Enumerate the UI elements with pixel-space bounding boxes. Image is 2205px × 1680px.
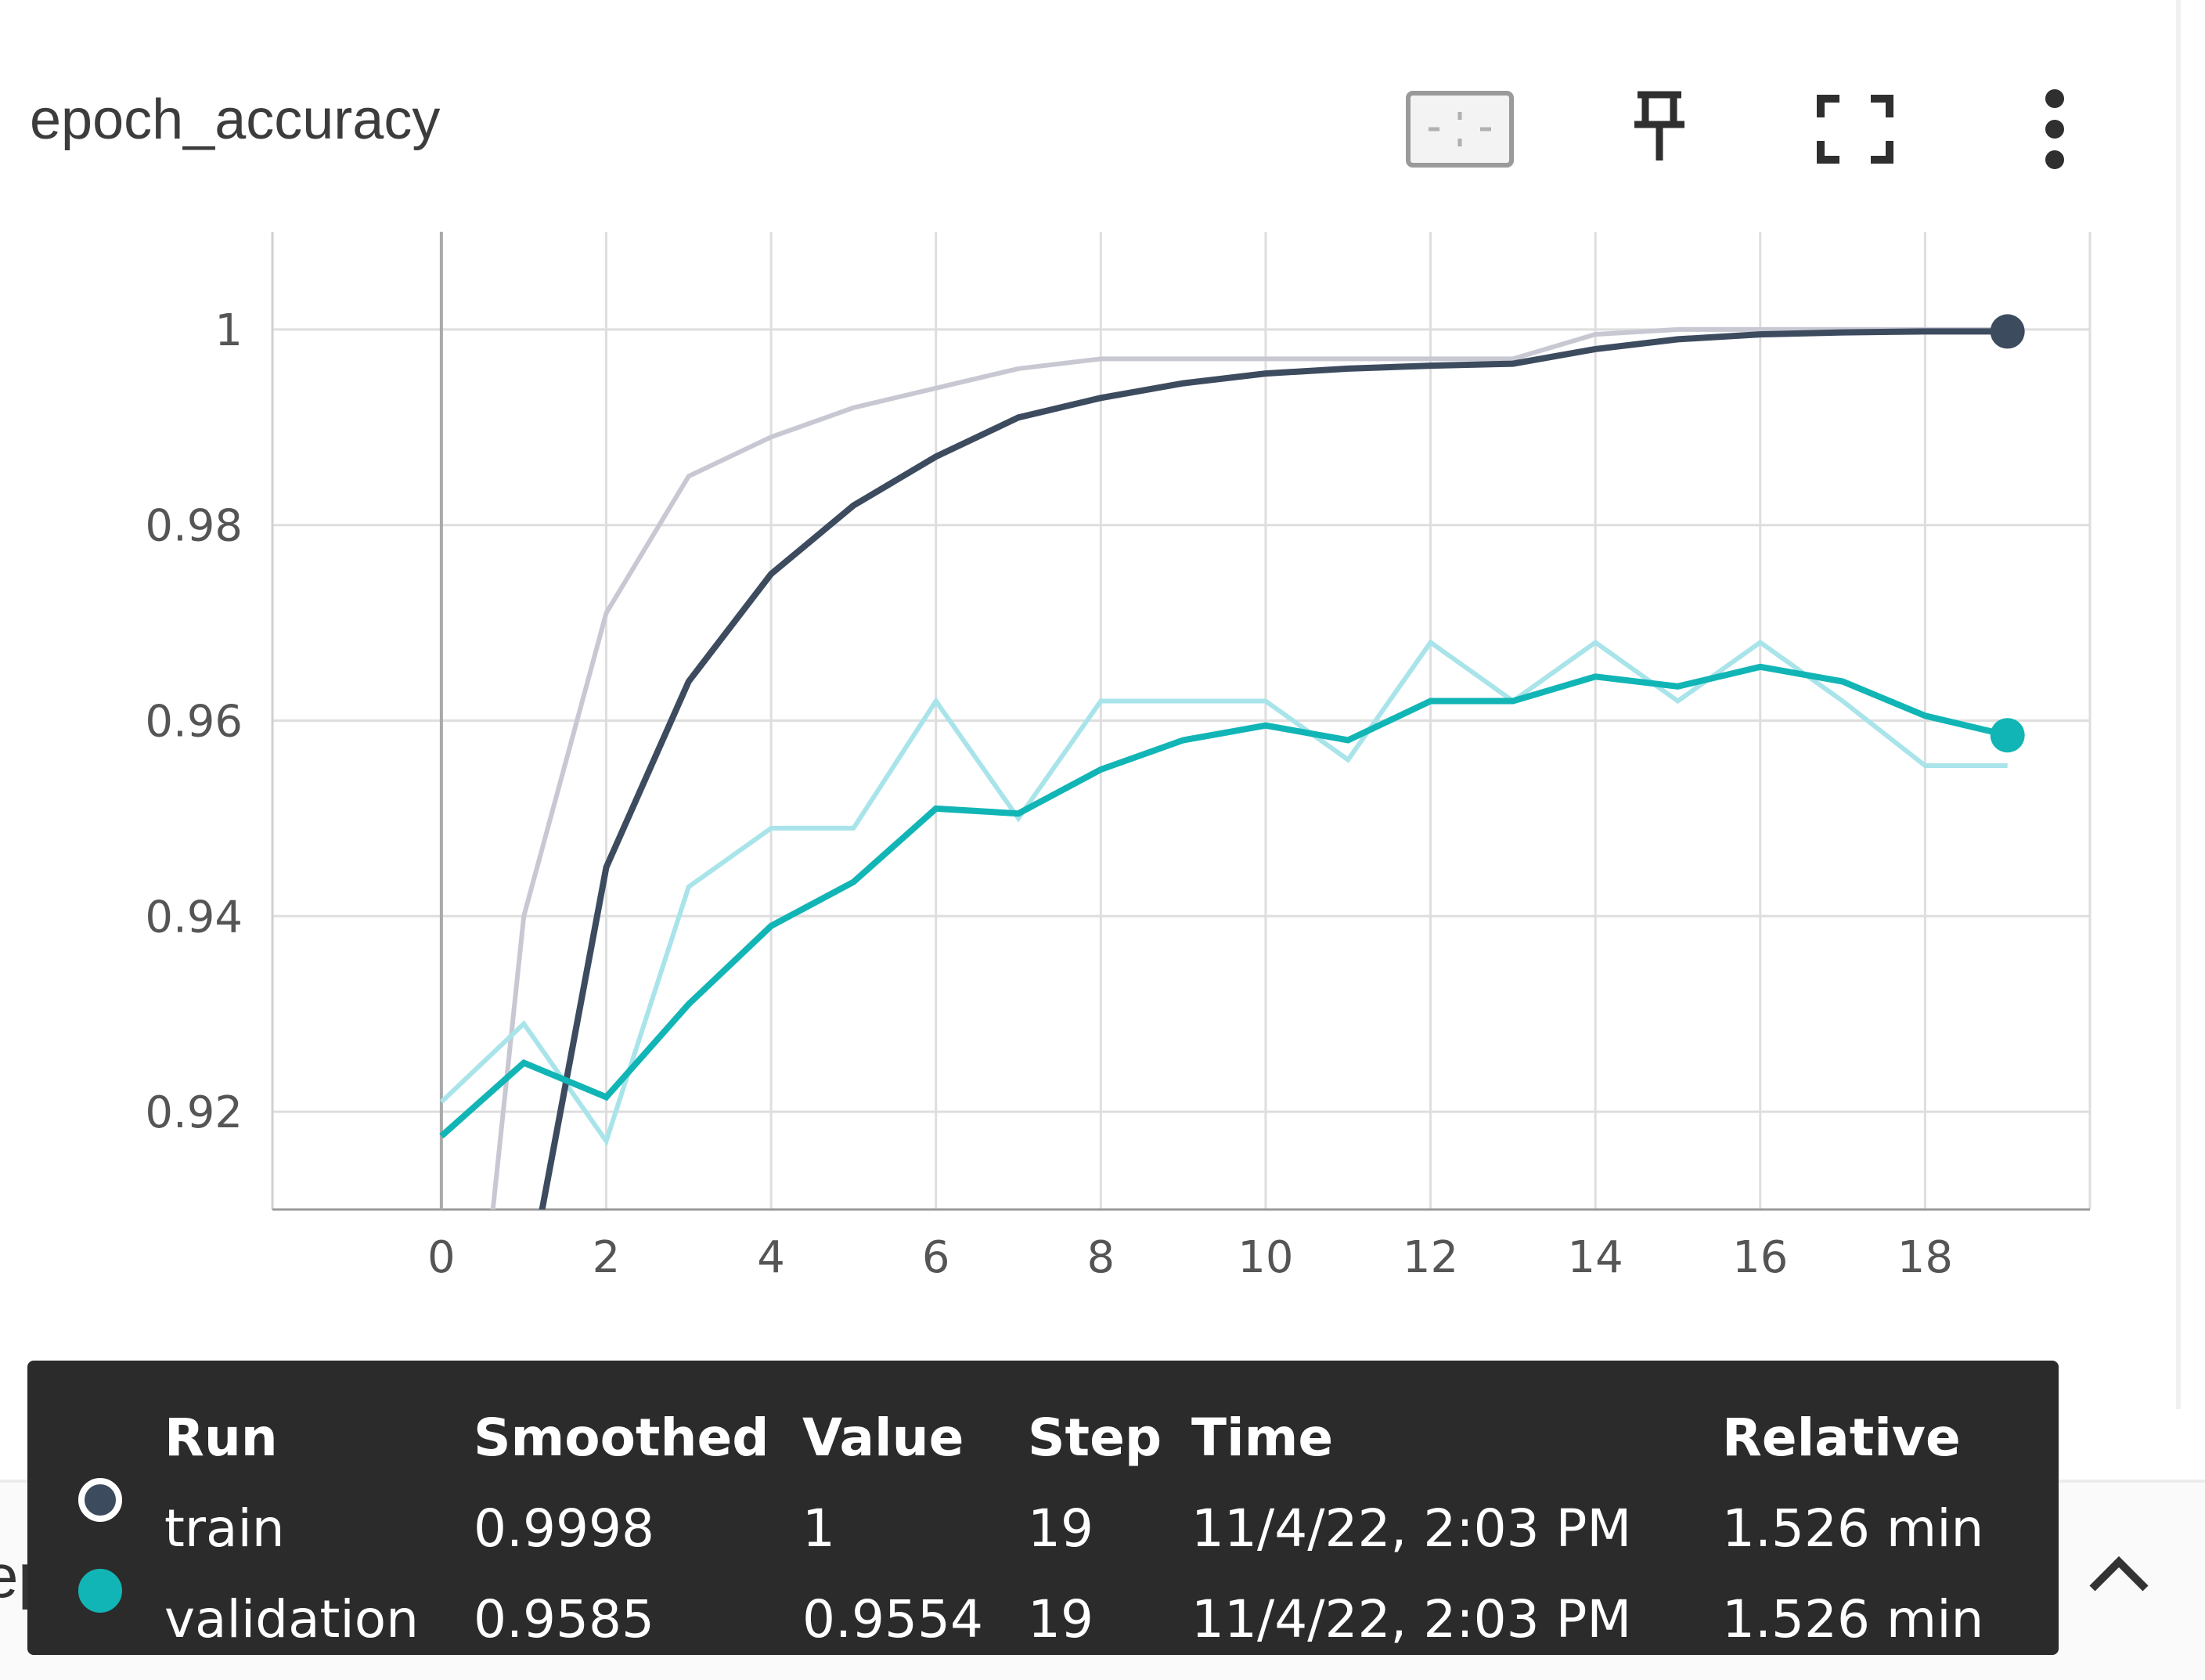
x-tick-label: 10 bbox=[1238, 1232, 1293, 1283]
y-tick-label: 0.96 bbox=[145, 697, 243, 748]
x-tick-label: 0 bbox=[427, 1232, 456, 1283]
x-tick-label: 2 bbox=[593, 1232, 621, 1283]
pin-button[interactable] bbox=[1601, 78, 1718, 180]
series-smoothed-line-validation bbox=[439, 663, 2009, 1139]
x-tick-label: 8 bbox=[1087, 1232, 1115, 1283]
x-tick-label: 12 bbox=[1403, 1232, 1458, 1283]
header-value: Value bbox=[802, 1408, 964, 1468]
series-raw-line-train bbox=[490, 326, 2008, 1210]
row-step: 19 bbox=[1028, 1498, 1093, 1559]
scalar-card: epoch_accuracy 0 2 4 6 8 10 12 14 16 18 0.92 0.94 0.… bbox=[0, 0, 2181, 1409]
more-options-button[interactable] bbox=[1996, 78, 2113, 180]
fit-to-data-icon bbox=[1406, 91, 1514, 168]
x-tick-label: 6 bbox=[922, 1232, 950, 1283]
fit-domain-button[interactable] bbox=[1401, 78, 1519, 180]
x-tick-label: 16 bbox=[1732, 1232, 1788, 1283]
y-tick-label: 0.94 bbox=[145, 892, 243, 943]
data-tooltip: Run Smoothed Value Step Time Relative tr… bbox=[27, 1361, 2059, 1655]
chevron-up-icon bbox=[2089, 1556, 2149, 1592]
row-value: 0.9554 bbox=[802, 1589, 983, 1649]
line-chart[interactable]: 0 2 4 6 8 10 12 14 16 18 0.92 0.94 0.96 0.98 1 bbox=[0, 0, 2176, 1347]
header-step: Step bbox=[1028, 1408, 1162, 1468]
x-tick-label: 18 bbox=[1897, 1232, 1953, 1283]
row-run: validation bbox=[164, 1589, 419, 1649]
run-color-dot bbox=[78, 1478, 122, 1522]
row-step: 19 bbox=[1028, 1589, 1093, 1649]
row-relative: 1.526 min bbox=[1722, 1498, 1984, 1559]
fullscreen-button[interactable] bbox=[1796, 78, 1914, 180]
row-time: 11/4/22, 2:03 PM bbox=[1191, 1498, 1632, 1559]
more-vert-icon bbox=[2045, 89, 2064, 169]
row-smoothed: 0.9585 bbox=[474, 1589, 654, 1649]
row-smoothed: 0.9998 bbox=[474, 1498, 654, 1559]
series-end-marker-train bbox=[1990, 314, 2025, 349]
series-smoothed-line-train bbox=[539, 328, 2008, 1210]
y-tick-label: 0.98 bbox=[145, 501, 243, 552]
x-tick-label: 14 bbox=[1568, 1232, 1623, 1283]
row-value: 1 bbox=[802, 1498, 835, 1559]
x-tick-label: 4 bbox=[757, 1232, 785, 1283]
row-time: 11/4/22, 2:03 PM bbox=[1191, 1589, 1632, 1649]
series-raw-line-validation bbox=[439, 639, 2008, 1147]
run-color-dot bbox=[78, 1569, 122, 1613]
header-time: Time bbox=[1191, 1408, 1334, 1468]
fullscreen-icon bbox=[1817, 95, 1893, 164]
series-end-marker-validation bbox=[1990, 718, 2025, 753]
header-run: Run bbox=[164, 1408, 278, 1468]
pin-icon bbox=[1634, 91, 1684, 160]
row-relative: 1.526 min bbox=[1722, 1589, 1984, 1649]
y-tick-label: 1 bbox=[214, 305, 243, 356]
card-title: epoch_accuracy bbox=[30, 88, 441, 151]
y-tick-label: 0.92 bbox=[145, 1087, 243, 1138]
header-relative: Relative bbox=[1722, 1408, 1961, 1468]
row-run: train bbox=[164, 1498, 285, 1559]
header-smoothed: Smoothed bbox=[474, 1408, 769, 1468]
collapse-button[interactable] bbox=[2076, 1530, 2162, 1617]
